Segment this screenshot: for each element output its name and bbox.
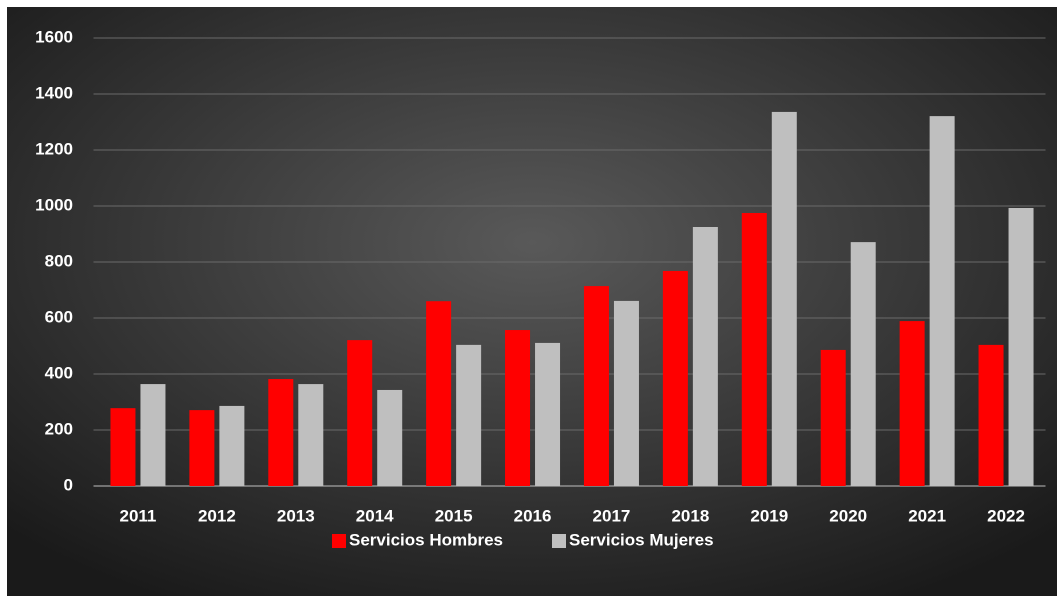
legend-swatch (332, 534, 346, 548)
x-tick-label: 2020 (829, 506, 867, 525)
y-tick-label: 1000 (35, 195, 73, 214)
x-tick-label: 2019 (750, 506, 788, 525)
y-tick-label: 400 (45, 363, 73, 382)
bar (741, 213, 767, 486)
x-tick-label: 2014 (356, 506, 394, 525)
bar (820, 349, 846, 486)
y-tick-label: 600 (45, 307, 73, 326)
x-tick-label: 2016 (514, 506, 552, 525)
chart-background (7, 7, 1057, 596)
bar (662, 270, 688, 486)
bar (899, 321, 925, 486)
bar (268, 379, 294, 486)
bar (613, 300, 639, 486)
bar (850, 242, 876, 486)
bar (771, 111, 797, 487)
y-tick-label: 0 (64, 475, 73, 494)
bar (347, 340, 373, 486)
x-tick-label: 2015 (435, 506, 473, 525)
bar (1008, 207, 1034, 486)
bar (219, 405, 245, 486)
y-tick-label: 1200 (35, 139, 73, 158)
bar (929, 116, 955, 487)
x-tick-label: 2022 (987, 506, 1025, 525)
y-tick-label: 1600 (35, 27, 73, 46)
legend-swatch (552, 534, 566, 548)
bar (426, 301, 452, 486)
x-tick-label: 2018 (671, 506, 709, 525)
bar (692, 227, 718, 486)
bar (583, 286, 609, 486)
y-tick-label: 200 (45, 419, 73, 438)
bar (189, 410, 215, 486)
bar (377, 389, 403, 486)
legend-label: Servicios Mujeres (569, 530, 714, 549)
bar (456, 344, 482, 486)
bar (978, 344, 1004, 486)
x-tick-label: 2013 (277, 506, 315, 525)
legend-label: Servicios Hombres (349, 530, 503, 549)
x-tick-label: 2012 (198, 506, 236, 525)
x-tick-label: 2017 (593, 506, 631, 525)
bar (505, 330, 531, 486)
x-tick-label: 2011 (120, 506, 157, 525)
bar (110, 408, 136, 486)
y-tick-label: 1400 (35, 83, 73, 102)
bar (298, 384, 324, 486)
bar (535, 342, 561, 486)
bar (140, 384, 166, 486)
y-tick-label: 800 (45, 251, 73, 270)
x-tick-label: 2021 (908, 506, 946, 525)
